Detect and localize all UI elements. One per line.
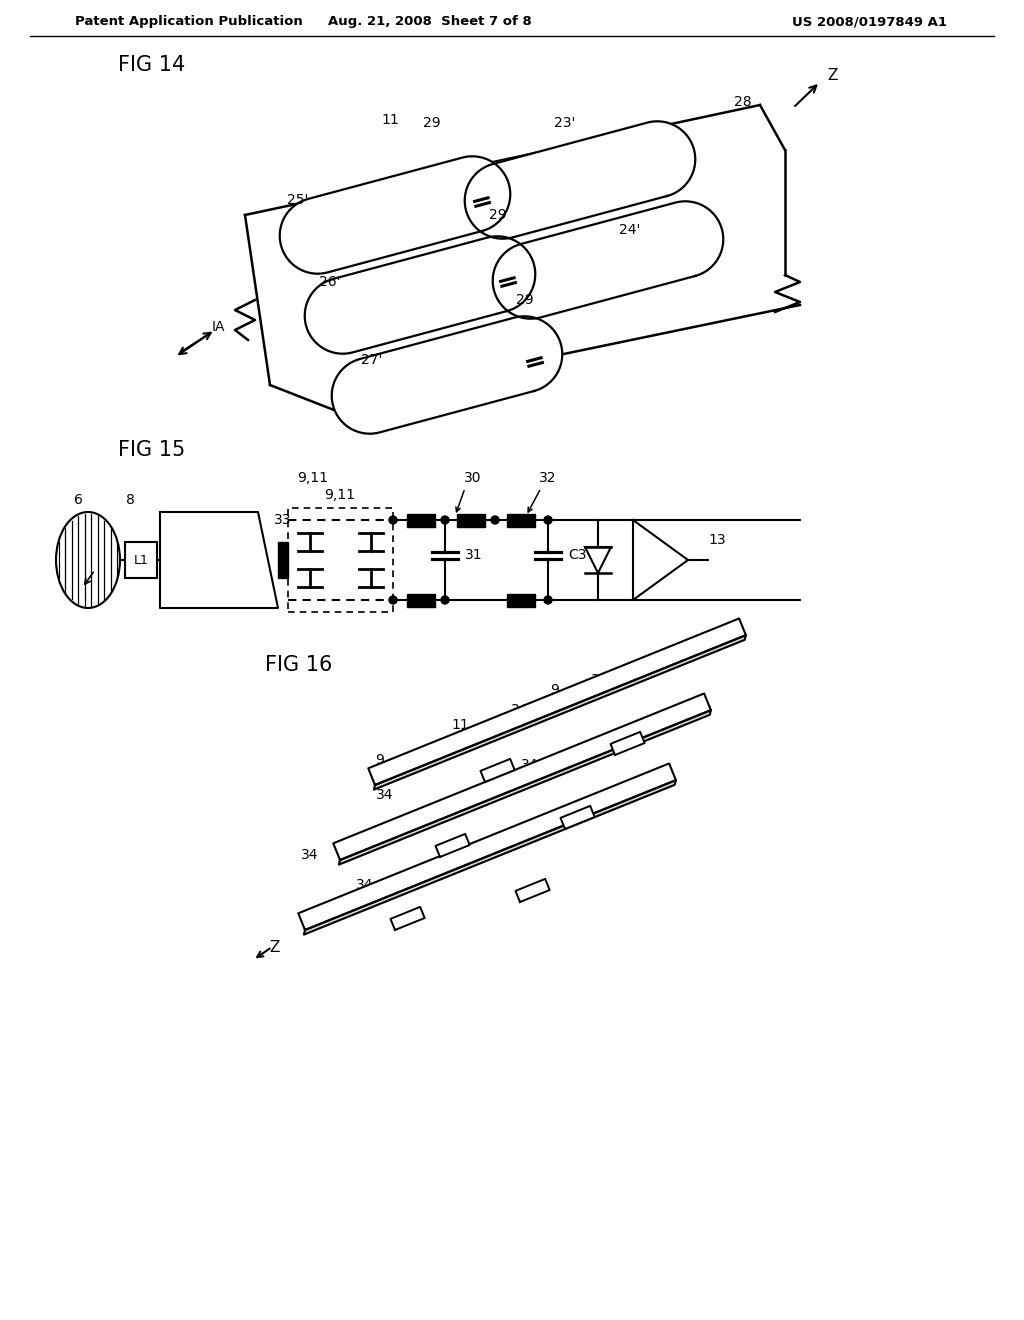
Polygon shape bbox=[465, 121, 695, 239]
Bar bbox=[125, 543, 157, 578]
Circle shape bbox=[544, 516, 552, 524]
Text: 29: 29 bbox=[489, 209, 507, 222]
Text: 32: 32 bbox=[540, 471, 557, 484]
Text: 9,11: 9,11 bbox=[325, 488, 355, 502]
Text: 9,11: 9,11 bbox=[298, 471, 329, 484]
Polygon shape bbox=[585, 546, 611, 573]
Circle shape bbox=[389, 516, 397, 524]
Text: L1: L1 bbox=[133, 553, 148, 566]
Text: 28: 28 bbox=[734, 95, 752, 110]
Text: US 2008/0197849 A1: US 2008/0197849 A1 bbox=[793, 16, 947, 29]
Text: FIG 15: FIG 15 bbox=[118, 440, 185, 459]
Text: 11: 11 bbox=[381, 114, 399, 127]
Circle shape bbox=[389, 597, 397, 605]
Text: 34: 34 bbox=[356, 878, 374, 892]
Polygon shape bbox=[374, 635, 745, 789]
Text: 34: 34 bbox=[521, 758, 539, 772]
Polygon shape bbox=[480, 759, 515, 781]
Polygon shape bbox=[298, 763, 676, 931]
Text: 6: 6 bbox=[74, 492, 83, 507]
Polygon shape bbox=[332, 317, 562, 434]
Bar bbox=[507, 513, 535, 527]
Text: 34: 34 bbox=[301, 847, 318, 862]
Text: 29: 29 bbox=[516, 293, 534, 308]
Text: 9: 9 bbox=[376, 752, 384, 767]
Text: 25': 25' bbox=[288, 193, 308, 207]
Text: 27': 27' bbox=[361, 352, 383, 367]
Text: Z: Z bbox=[827, 67, 839, 82]
Text: Z: Z bbox=[269, 940, 281, 956]
Circle shape bbox=[441, 516, 449, 524]
Text: C3: C3 bbox=[568, 548, 587, 562]
Polygon shape bbox=[333, 693, 711, 861]
Text: 26': 26' bbox=[319, 275, 341, 289]
Circle shape bbox=[441, 597, 449, 605]
Text: 9: 9 bbox=[551, 682, 559, 697]
Bar bbox=[507, 594, 535, 606]
Text: 34: 34 bbox=[421, 813, 438, 828]
Text: FIG 16: FIG 16 bbox=[265, 655, 333, 675]
Text: Aug. 21, 2008  Sheet 7 of 8: Aug. 21, 2008 Sheet 7 of 8 bbox=[328, 16, 531, 29]
Text: 30: 30 bbox=[464, 471, 481, 484]
Bar bbox=[278, 543, 288, 578]
Text: 34: 34 bbox=[591, 673, 608, 686]
Polygon shape bbox=[280, 156, 510, 273]
Text: IA: IA bbox=[211, 319, 224, 334]
Text: 11: 11 bbox=[452, 718, 469, 733]
Text: FIG 14: FIG 14 bbox=[118, 55, 185, 75]
Text: 24': 24' bbox=[620, 223, 641, 238]
Bar bbox=[407, 594, 435, 606]
Polygon shape bbox=[515, 879, 550, 902]
Polygon shape bbox=[305, 236, 536, 354]
Polygon shape bbox=[390, 907, 425, 931]
Polygon shape bbox=[435, 834, 470, 857]
Polygon shape bbox=[610, 731, 645, 755]
Text: 13: 13 bbox=[708, 533, 726, 546]
Text: 31: 31 bbox=[465, 548, 482, 562]
Polygon shape bbox=[369, 619, 745, 785]
Polygon shape bbox=[493, 202, 723, 318]
Bar bbox=[407, 513, 435, 527]
Text: 8: 8 bbox=[126, 492, 134, 507]
Text: 34: 34 bbox=[511, 704, 528, 717]
Circle shape bbox=[490, 516, 499, 524]
Bar bbox=[288, 508, 393, 612]
Text: 23': 23' bbox=[554, 116, 575, 129]
Circle shape bbox=[544, 597, 552, 605]
Text: 34: 34 bbox=[452, 738, 469, 752]
Text: Patent Application Publication: Patent Application Publication bbox=[75, 16, 303, 29]
Ellipse shape bbox=[56, 512, 120, 609]
Text: 33: 33 bbox=[274, 513, 292, 527]
Bar bbox=[457, 513, 485, 527]
Polygon shape bbox=[304, 780, 676, 935]
Text: 34: 34 bbox=[376, 788, 394, 803]
Polygon shape bbox=[560, 807, 595, 829]
Text: 29: 29 bbox=[423, 116, 440, 129]
Polygon shape bbox=[339, 710, 711, 865]
